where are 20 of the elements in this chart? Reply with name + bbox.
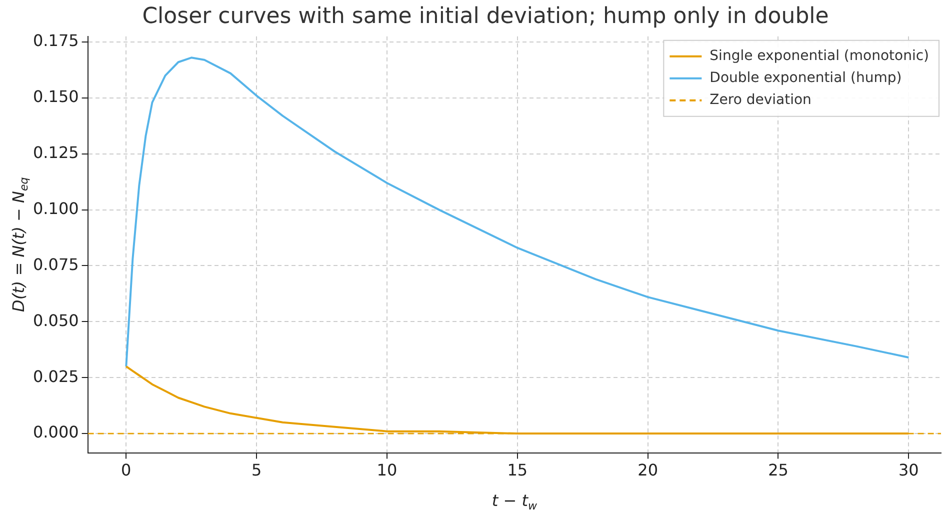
y-tick-label: 0.050 bbox=[32, 310, 79, 330]
y-tick-label: 0.075 bbox=[32, 254, 79, 274]
y-tick-label: 0.000 bbox=[32, 422, 79, 442]
legend-label: Double exponential (hump) bbox=[710, 70, 902, 86]
y-tick-label: 0.125 bbox=[32, 143, 79, 162]
y-tick-label: 0.175 bbox=[32, 31, 79, 50]
y-tick-label: 0.100 bbox=[32, 198, 79, 218]
x-tick-label: 25 bbox=[768, 460, 788, 480]
x-tick-label: 5 bbox=[251, 460, 262, 480]
x-tick-label: 0 bbox=[121, 460, 132, 480]
chart-title: Closer curves with same initial deviation; hump only in double bbox=[142, 4, 829, 29]
y-tick-label: 0.150 bbox=[32, 87, 79, 106]
legend-label: Zero deviation bbox=[710, 92, 812, 108]
y-axis-title: D(t) = N(t) − Neq bbox=[9, 177, 31, 312]
x-tick-label: 20 bbox=[638, 460, 658, 480]
x-tick-label: 15 bbox=[507, 460, 528, 480]
x-tick-label: 10 bbox=[376, 460, 398, 480]
x-tick-label: 30 bbox=[898, 460, 919, 480]
legend-label: Single exponential (monotonic) bbox=[710, 48, 930, 64]
y-tick-label: 0.025 bbox=[32, 366, 79, 386]
